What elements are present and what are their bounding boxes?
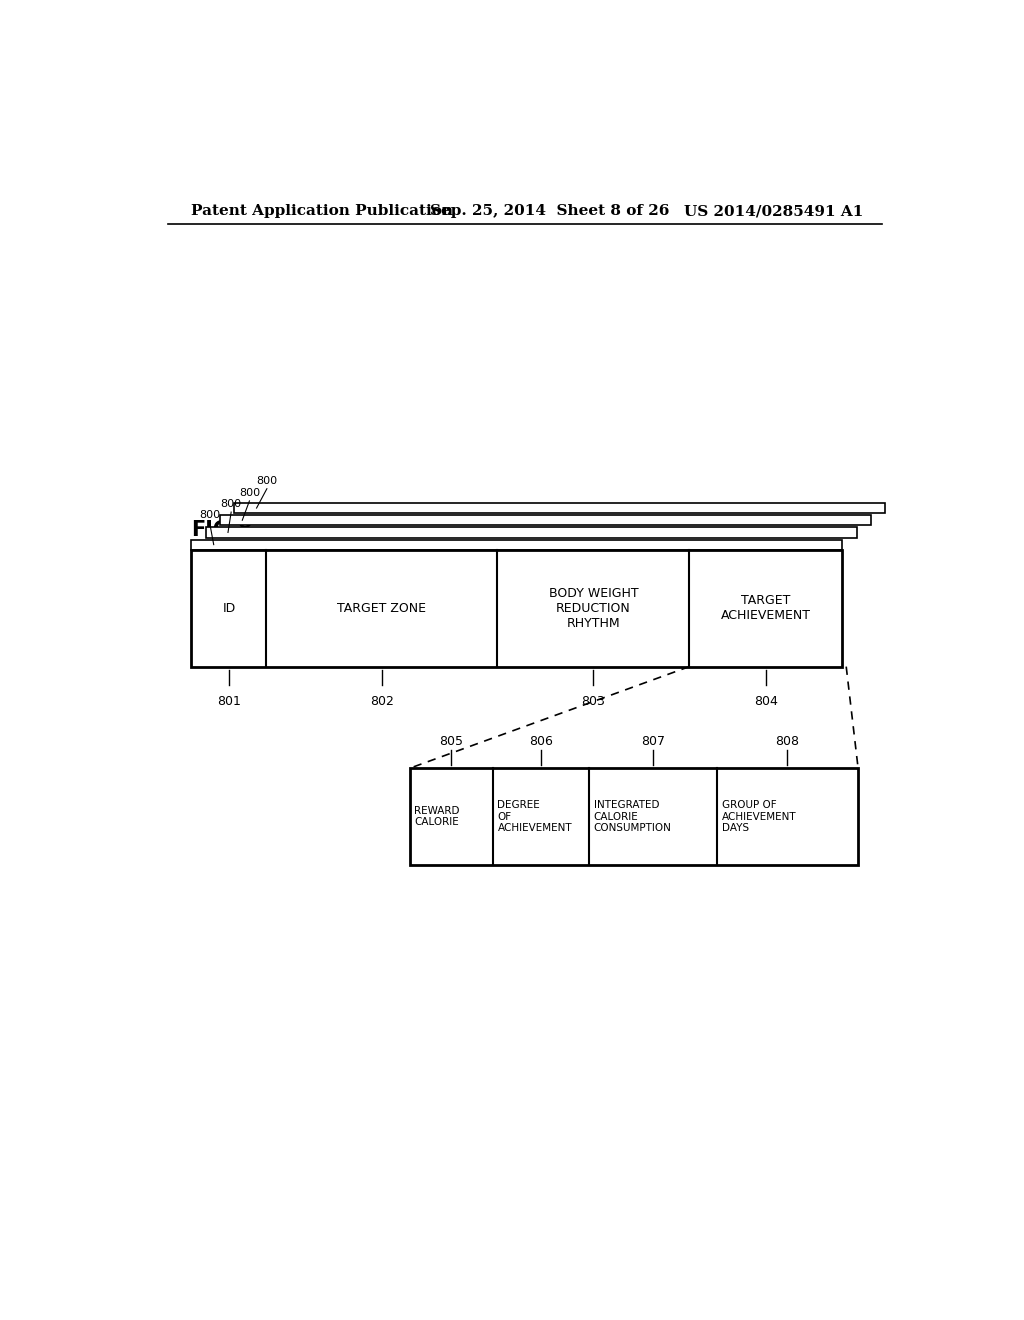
Text: 801: 801: [217, 696, 241, 708]
Text: FIG.8: FIG.8: [191, 520, 253, 540]
Text: 800: 800: [256, 475, 278, 486]
Text: REWARD
CALORIE: REWARD CALORIE: [415, 805, 460, 828]
Text: BODY WEIGHT
REDUCTION
RHYTHM: BODY WEIGHT REDUCTION RHYTHM: [549, 586, 638, 630]
Text: DEGREE
OF
ACHIEVEMENT: DEGREE OF ACHIEVEMENT: [498, 800, 572, 833]
Text: US 2014/0285491 A1: US 2014/0285491 A1: [684, 205, 863, 218]
Text: 802: 802: [370, 696, 394, 708]
Text: 803: 803: [582, 696, 605, 708]
Text: 804: 804: [754, 696, 777, 708]
Text: 800: 800: [220, 499, 242, 510]
Text: ID: ID: [222, 602, 236, 615]
Text: GROUP OF
ACHIEVEMENT
DAYS: GROUP OF ACHIEVEMENT DAYS: [722, 800, 797, 833]
Bar: [410, 768, 858, 865]
Text: Sep. 25, 2014  Sheet 8 of 26: Sep. 25, 2014 Sheet 8 of 26: [430, 205, 669, 218]
Text: 805: 805: [439, 735, 463, 748]
Text: TARGET ZONE: TARGET ZONE: [337, 602, 426, 615]
Text: 808: 808: [775, 735, 800, 748]
Text: INTEGRATED
CALORIE
CONSUMPTION: INTEGRATED CALORIE CONSUMPTION: [594, 800, 672, 833]
Text: 800: 800: [239, 488, 260, 498]
Bar: [191, 549, 842, 667]
Text: TARGET
ACHIEVEMENT: TARGET ACHIEVEMENT: [721, 594, 811, 622]
Bar: [220, 515, 870, 525]
Text: 807: 807: [641, 735, 665, 748]
Bar: [206, 528, 856, 537]
Text: 806: 806: [529, 735, 553, 748]
Bar: [191, 540, 842, 549]
Text: Patent Application Publication: Patent Application Publication: [191, 205, 454, 218]
Bar: [234, 503, 885, 513]
Text: 800: 800: [200, 511, 220, 520]
